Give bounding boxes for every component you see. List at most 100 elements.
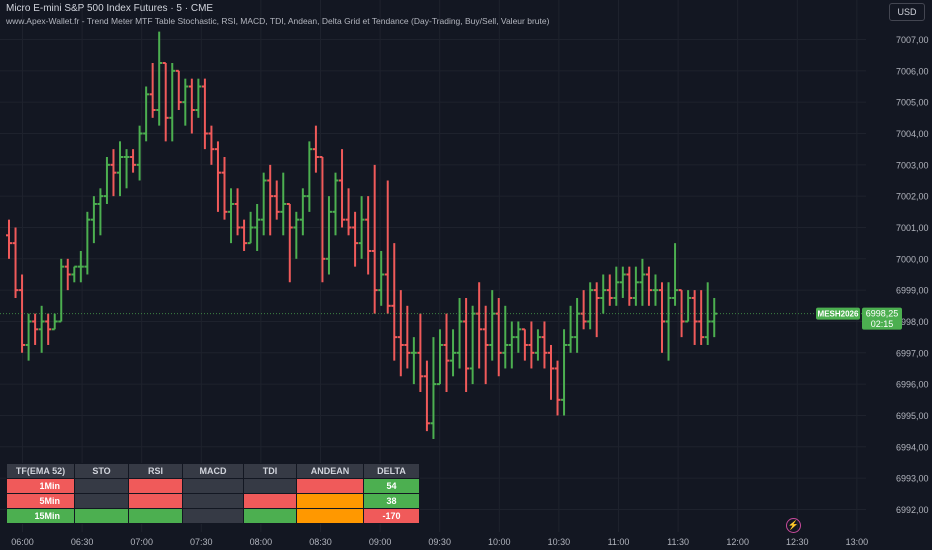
ohlc-bar <box>698 290 705 345</box>
row-15min-tdi-cell <box>243 508 297 524</box>
ohlc-bar <box>306 141 313 212</box>
ohlc-bar <box>273 180 280 220</box>
price-tag-value: 6998,25 <box>866 309 899 319</box>
price-tick-label: 7007,00 <box>896 35 929 45</box>
ohlc-bar <box>423 360 430 432</box>
ohlc-bar <box>162 61 169 142</box>
row-5min-tdi-cell <box>243 493 297 509</box>
ohlc-bar <box>358 196 365 259</box>
ohlc-bar <box>228 188 235 244</box>
time-tick-label: 06:30 <box>71 537 94 547</box>
ohlc-bar <box>110 149 117 197</box>
price-tick-label: 6997,00 <box>896 348 929 358</box>
ohlc-bar <box>613 266 620 306</box>
ohlc-bar <box>397 290 404 377</box>
price-tick-label: 7004,00 <box>896 129 929 139</box>
time-tick-label: 07:30 <box>190 537 213 547</box>
ohlc-bar <box>182 78 189 126</box>
indicator-title: www.Apex-Wallet.fr - Trend Meter MTF Tab… <box>6 16 550 26</box>
time-tick-label: 11:00 <box>608 537 630 547</box>
ohlc-bar <box>286 202 293 283</box>
ohlc-bar <box>293 211 300 259</box>
row-15min-macd-cell <box>182 508 244 524</box>
ohlc-bar <box>25 313 32 361</box>
ohlc-bar <box>652 274 659 306</box>
price-tick-label: 7001,00 <box>896 223 929 233</box>
price-axis[interactable]: 7007,00 7006,00 7005,00 7004,00 7003,00 7002,… <box>896 35 929 515</box>
ohlc-bar <box>450 329 457 377</box>
row-1min-delta-cell: 54 <box>363 478 420 494</box>
ohlc-bar <box>325 196 332 275</box>
ohlc-bar <box>587 282 594 330</box>
time-tick-label: 12:30 <box>786 537 809 547</box>
ohlc-bar <box>672 243 679 306</box>
price-tick-label: 6993,00 <box>896 474 929 484</box>
time-tick-label: 08:30 <box>309 537 332 547</box>
ohlc-bar <box>214 141 221 212</box>
ohlc-bar <box>711 297 718 338</box>
ohlc-bar <box>639 258 646 306</box>
symbol-tag-bg <box>816 307 860 320</box>
currency-button[interactable]: USD <box>889 3 925 21</box>
header-delta: DELTA <box>363 463 420 479</box>
ohlc-bar <box>260 172 267 236</box>
ohlc-bar <box>123 149 130 189</box>
table-row: 1Min 54 <box>6 478 420 494</box>
row-1min-macd-cell <box>182 478 244 494</box>
ohlc-bar <box>645 266 652 306</box>
ohlc-bar <box>247 211 254 245</box>
ohlc-bar <box>384 180 391 314</box>
ohlc-bar <box>195 78 202 118</box>
row-15min-andean-cell <box>296 508 364 524</box>
row-1min-sto-cell <box>74 478 129 494</box>
ohlc-bar <box>64 258 71 291</box>
row-1min-andean-cell <box>296 478 364 494</box>
header-rsi: RSI <box>128 463 183 479</box>
ohlc-bar <box>410 337 417 385</box>
time-tick-label: 09:30 <box>428 537 451 547</box>
ohlc-bar <box>221 156 228 220</box>
symbol-title: Micro E-mini S&P 500 Index Futures · 5 ·… <box>6 3 214 14</box>
ohlc-bar <box>574 297 581 353</box>
ohlc-bar <box>208 125 215 165</box>
ohlc-bar <box>704 282 711 345</box>
price-tag-bg <box>862 307 902 330</box>
ohlc-bar <box>136 125 143 181</box>
time-tick-label: 12:00 <box>726 537 749 547</box>
ohlc-bar <box>502 305 509 369</box>
row-5min-andean-cell <box>296 493 364 509</box>
ohlc-bar <box>32 313 39 345</box>
ohlc-bar <box>691 290 698 345</box>
ohlc-bar <box>149 62 156 118</box>
ohlc-bar <box>561 329 568 416</box>
ohlc-bar <box>463 297 470 392</box>
ohlc-bar <box>528 321 535 369</box>
chart-grid <box>0 0 866 532</box>
ohlc-bar <box>606 274 613 306</box>
header-macd: MACD <box>182 463 244 479</box>
ohlc-bar <box>12 227 19 298</box>
ohlc-bar <box>58 258 65 323</box>
ohlc-bar <box>626 266 633 306</box>
row-5min-delta-cell: 38 <box>363 493 420 509</box>
ohlc-bar <box>508 321 515 369</box>
row-15min-sto-cell <box>74 508 129 524</box>
lightning-icon[interactable]: ⚡ <box>786 518 801 533</box>
time-tick-label: 11:30 <box>667 537 689 547</box>
row-15min-delta-cell: -170 <box>363 508 420 524</box>
ohlc-bar <box>332 172 339 236</box>
ohlc-bar <box>51 313 58 331</box>
ohlc-bar <box>345 188 352 236</box>
time-axis[interactable]: 06:00 06:30 07:00 07:30 08:00 08:30 09:00 09:30… <box>11 537 868 547</box>
ohlc-bar <box>97 188 104 236</box>
ohlc-bar <box>476 282 483 369</box>
ohlc-bar <box>659 282 665 353</box>
ohlc-bar <box>534 329 541 361</box>
ohlc-bar <box>201 78 208 150</box>
price-tick-label: 7005,00 <box>896 98 929 108</box>
symbol-tag-label: MESH2026 <box>818 310 859 319</box>
ohlc-bar <box>515 321 522 353</box>
ohlc-bar <box>175 69 182 110</box>
